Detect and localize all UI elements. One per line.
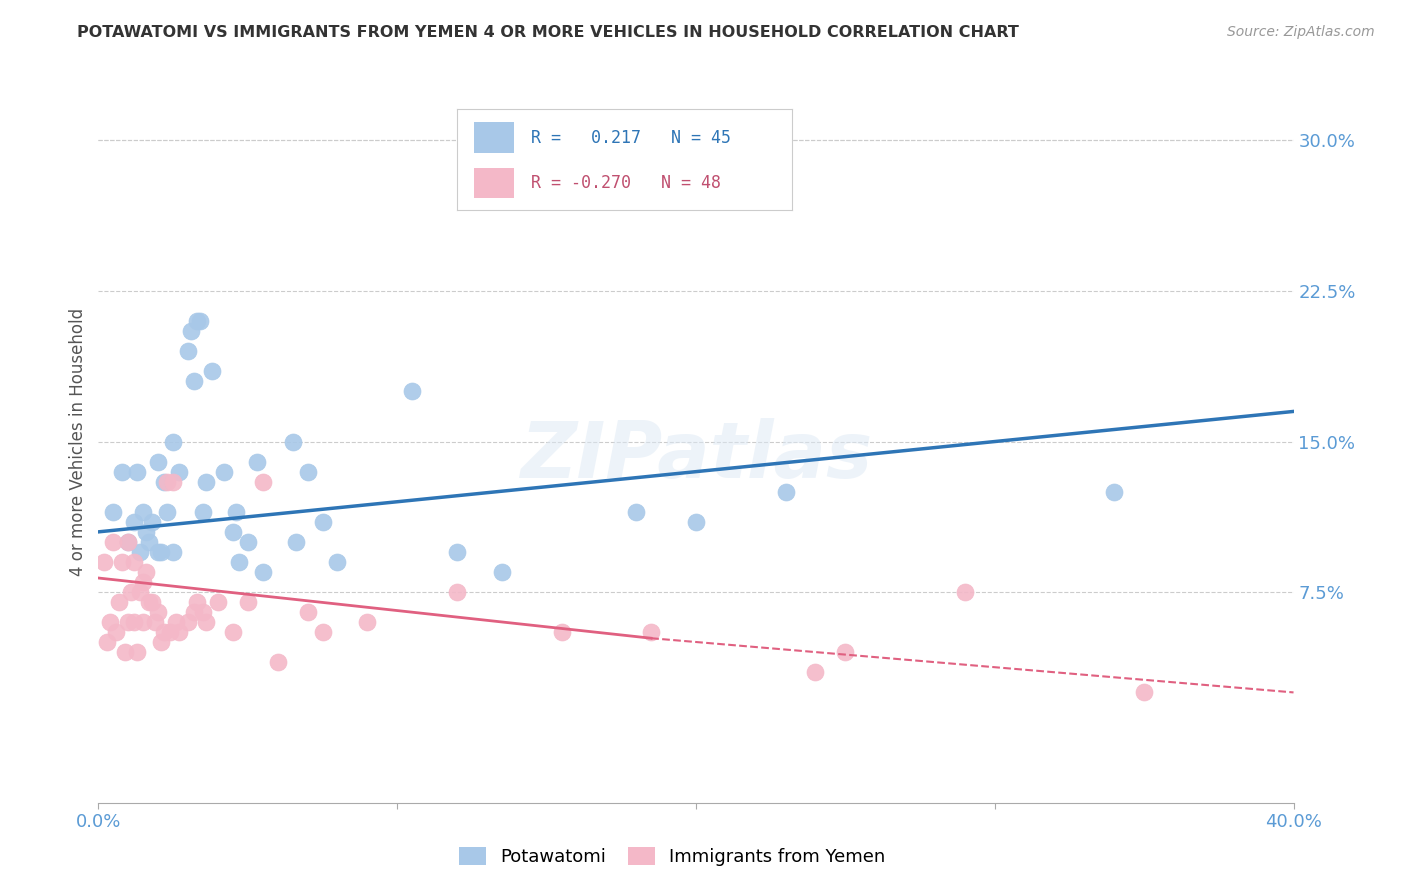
Point: [135, 524, 157, 539]
Point: [775, 484, 797, 499]
Point: [162, 545, 184, 559]
Point: [284, 535, 307, 549]
Point: [236, 595, 259, 609]
Point: [446, 585, 468, 599]
Point: [640, 625, 662, 640]
Point: [148, 605, 170, 619]
Point: [201, 364, 224, 378]
Point: [236, 535, 259, 549]
Point: [93, 555, 115, 569]
Point: [117, 535, 139, 549]
Point: [148, 545, 170, 559]
Point: [153, 475, 176, 489]
Point: [108, 595, 131, 609]
Point: [491, 565, 513, 579]
Point: [297, 605, 319, 619]
Point: [326, 555, 349, 569]
Point: [267, 655, 290, 669]
Point: [150, 545, 173, 559]
Point: [132, 575, 155, 590]
Point: [685, 515, 707, 529]
Point: [1104, 484, 1126, 499]
Point: [124, 515, 146, 529]
Point: [132, 505, 155, 519]
Point: [356, 615, 378, 630]
Y-axis label: 4 or more Vehicles in Household: 4 or more Vehicles in Household: [69, 308, 87, 575]
Point: [127, 465, 149, 479]
Point: [156, 505, 179, 519]
Point: [117, 615, 139, 630]
Point: [195, 615, 218, 630]
Point: [177, 344, 200, 359]
Point: [141, 595, 163, 609]
Point: [186, 595, 208, 609]
Point: [138, 595, 160, 609]
Point: [188, 314, 211, 328]
Point: [804, 665, 827, 680]
Point: [111, 465, 134, 479]
Point: [129, 545, 152, 559]
Point: [120, 585, 142, 599]
Point: [162, 434, 184, 449]
Text: ZIPatlas: ZIPatlas: [520, 418, 872, 494]
Point: [252, 475, 274, 489]
Point: [195, 475, 218, 489]
Point: [143, 615, 166, 630]
Point: [159, 625, 181, 640]
Point: [135, 565, 157, 579]
Point: [222, 625, 245, 640]
Point: [446, 545, 468, 559]
Point: [114, 645, 136, 659]
Point: [124, 555, 146, 569]
Point: [550, 625, 572, 640]
Point: [228, 555, 250, 569]
Point: [212, 465, 235, 479]
Point: [834, 645, 856, 659]
Text: Source: ZipAtlas.com: Source: ZipAtlas.com: [1227, 25, 1375, 39]
Point: [165, 615, 187, 630]
Point: [246, 455, 269, 469]
Point: [222, 524, 245, 539]
Point: [141, 515, 163, 529]
Point: [167, 465, 190, 479]
Point: [96, 635, 118, 649]
Point: [105, 625, 128, 640]
Point: [626, 505, 648, 519]
Point: [148, 455, 170, 469]
Point: [177, 615, 200, 630]
Point: [183, 605, 205, 619]
Point: [153, 625, 176, 640]
Legend: Potawatomi, Immigrants from Yemen: Potawatomi, Immigrants from Yemen: [451, 839, 893, 873]
Point: [138, 535, 160, 549]
Point: [252, 565, 274, 579]
Point: [167, 625, 190, 640]
Point: [207, 595, 229, 609]
Point: [401, 384, 423, 399]
Point: [162, 475, 184, 489]
Point: [117, 535, 139, 549]
Text: POTAWATOMI VS IMMIGRANTS FROM YEMEN 4 OR MORE VEHICLES IN HOUSEHOLD CORRELATION : POTAWATOMI VS IMMIGRANTS FROM YEMEN 4 OR…: [77, 25, 1019, 40]
Point: [191, 605, 214, 619]
Point: [183, 375, 205, 389]
Point: [191, 505, 214, 519]
Point: [297, 465, 319, 479]
Point: [103, 535, 125, 549]
Point: [281, 434, 304, 449]
Point: [98, 615, 122, 630]
Point: [180, 324, 202, 338]
Point: [953, 585, 976, 599]
Point: [186, 314, 208, 328]
Point: [127, 645, 149, 659]
Point: [132, 615, 155, 630]
Point: [156, 475, 179, 489]
Point: [1133, 685, 1156, 699]
Point: [311, 625, 333, 640]
Point: [225, 505, 247, 519]
Point: [150, 635, 173, 649]
Point: [111, 555, 134, 569]
Point: [103, 505, 125, 519]
Point: [124, 615, 146, 630]
Point: [129, 585, 152, 599]
Point: [311, 515, 333, 529]
